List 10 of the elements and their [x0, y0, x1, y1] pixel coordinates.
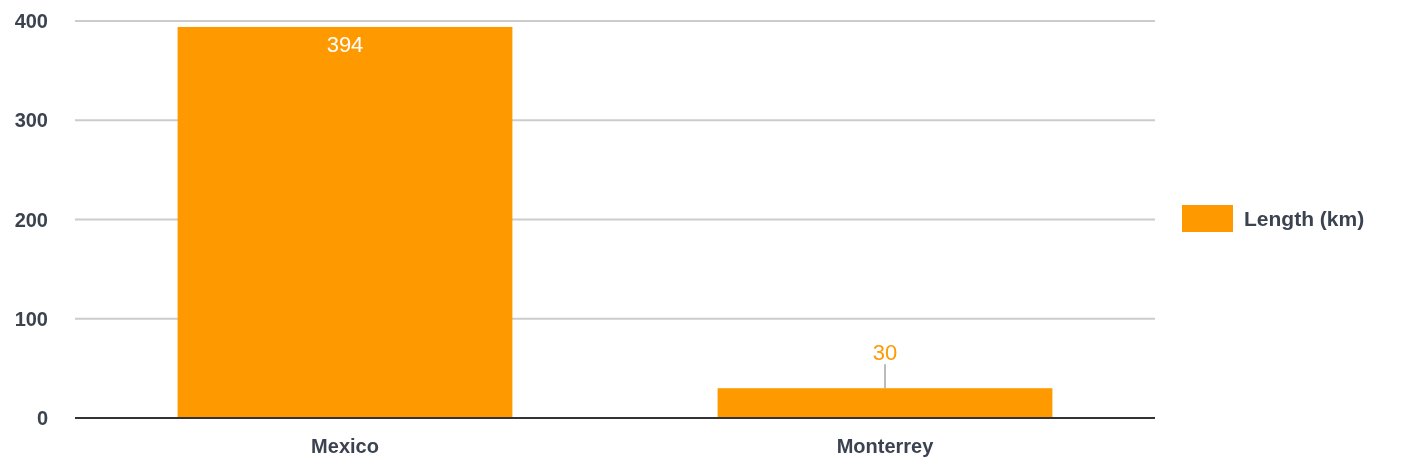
data-label: 394 — [326, 31, 364, 57]
y-tick-label: 400 — [14, 10, 48, 32]
y-tick-label: 300 — [14, 109, 48, 132]
legend-label: Length (km) — [1244, 207, 1365, 230]
y-tick-label: 200 — [14, 208, 48, 231]
y-tick-label: 0 — [36, 407, 48, 429]
data-label: 30 — [872, 340, 898, 366]
y-tick-label: 100 — [14, 307, 48, 330]
x-tick-label: Mexico — [311, 435, 379, 457]
x-tick-label: Monterrey — [836, 435, 935, 457]
